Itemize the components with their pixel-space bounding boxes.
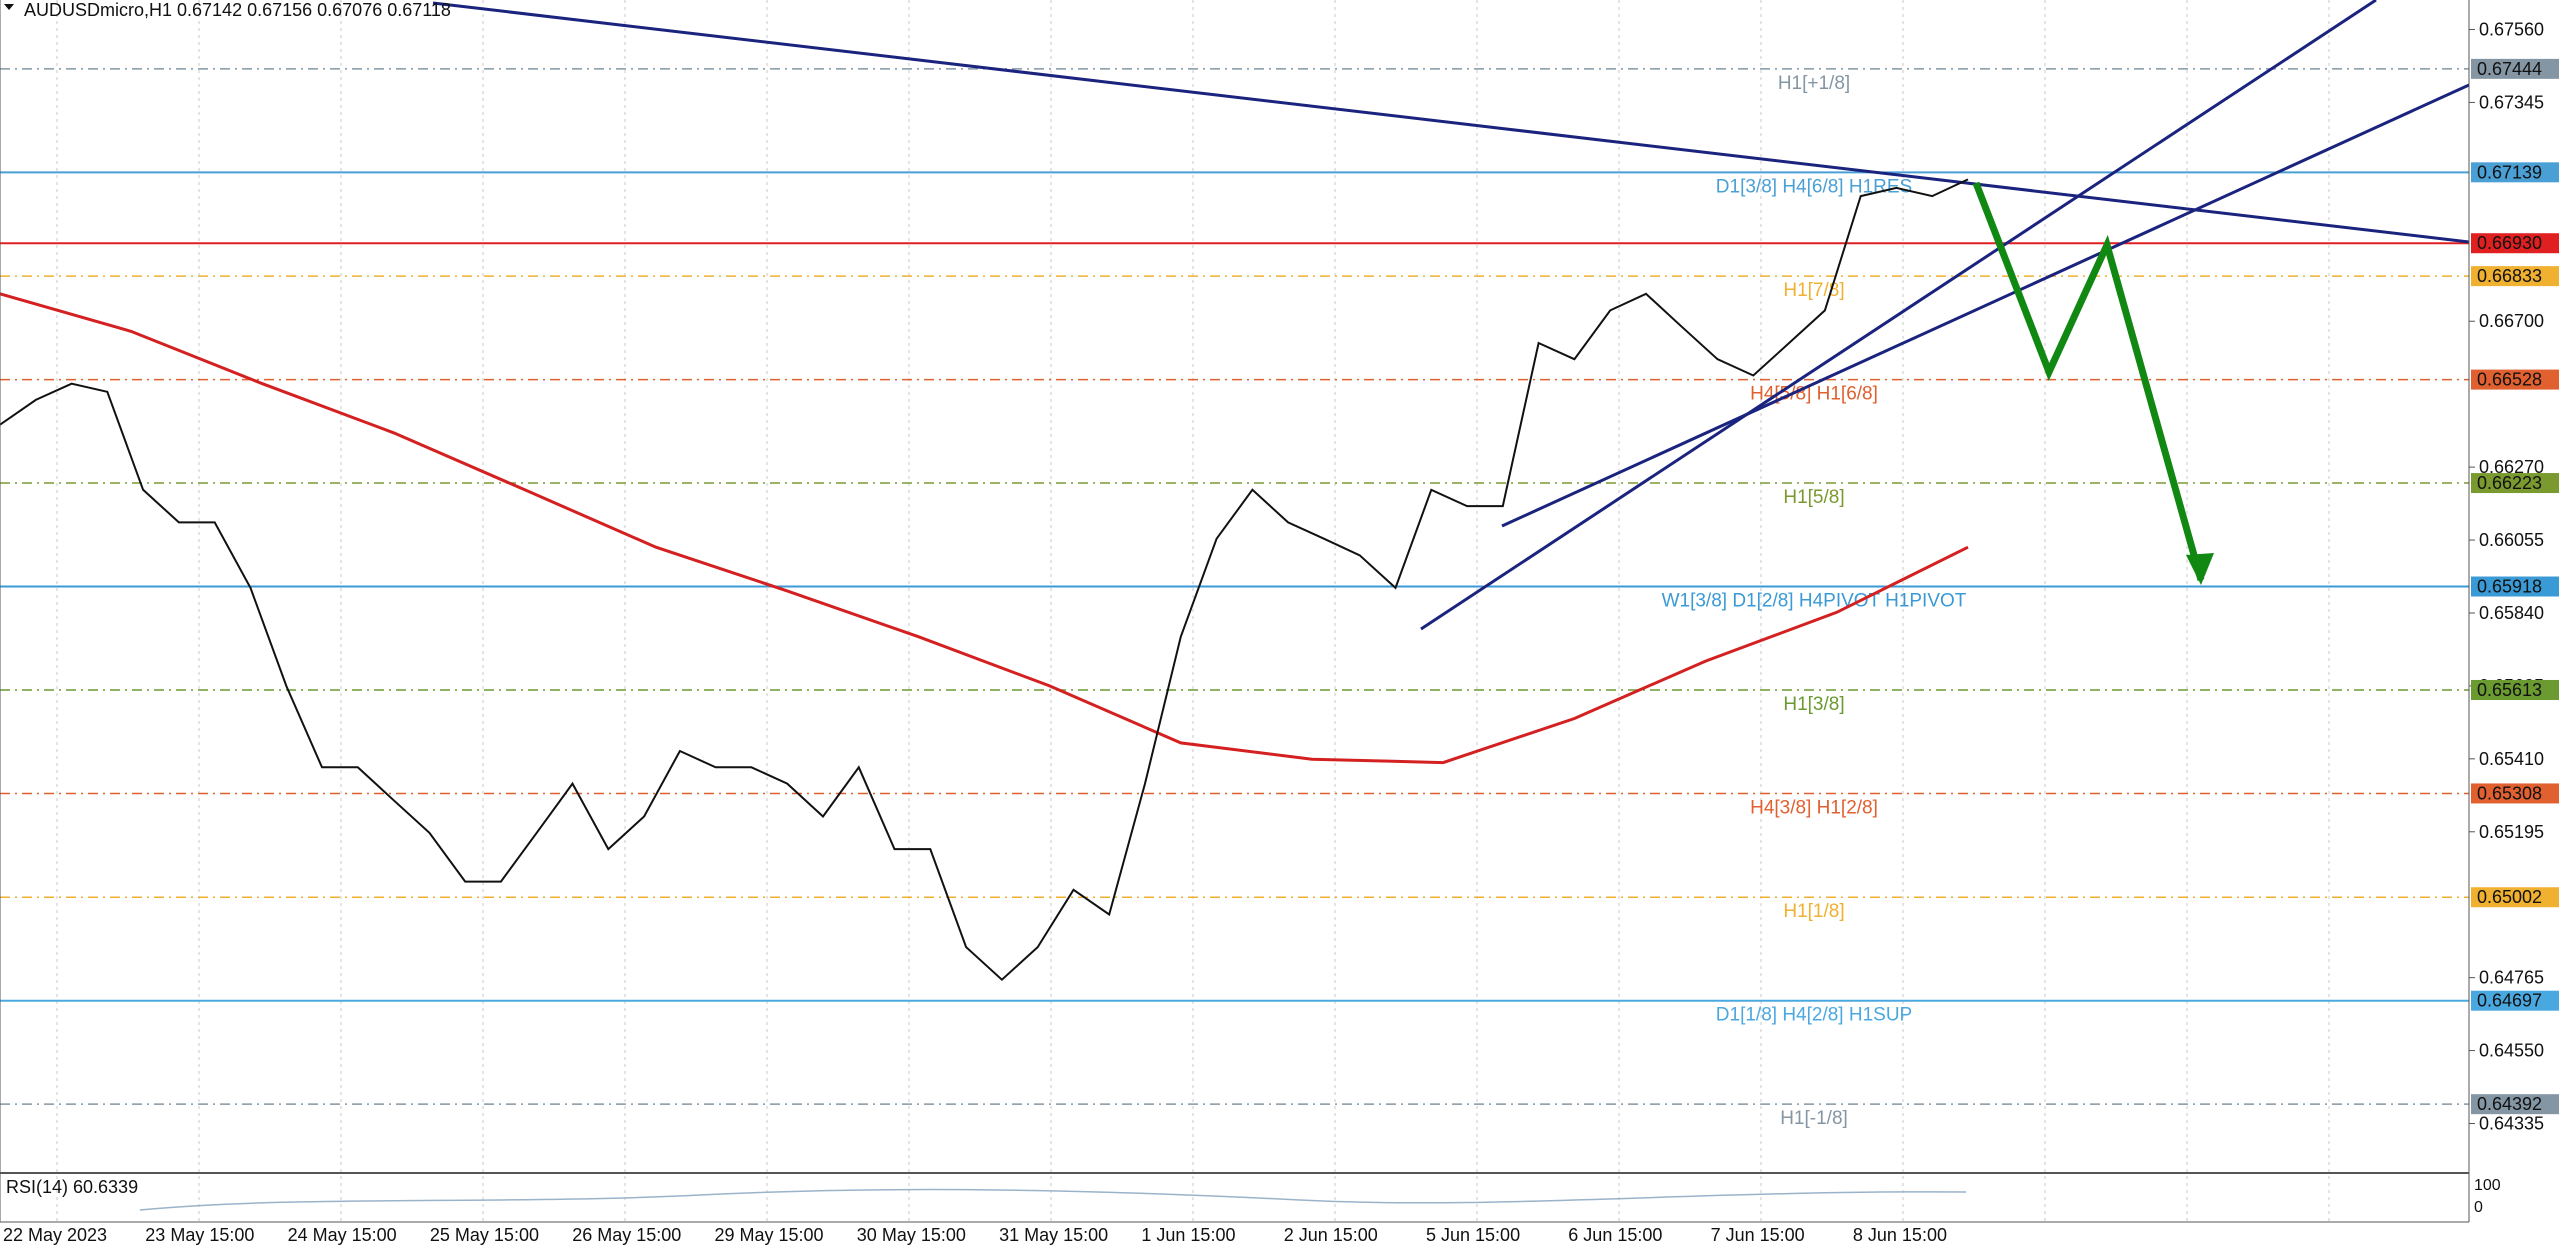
date-label: 30 May 15:00: [857, 1225, 966, 1245]
price-tag: [2471, 1094, 2559, 1115]
date-label: 29 May 15:00: [715, 1225, 824, 1245]
price-tag-label: 0.67444: [2477, 59, 2542, 79]
date-label: 25 May 15:00: [430, 1225, 539, 1245]
level-label: H1[5/8]: [1783, 487, 1844, 508]
price-tick-label: 0.64765: [2479, 968, 2544, 988]
date-label: 6 Jun 15:00: [1568, 1225, 1662, 1245]
plot: [0, 178, 1969, 982]
rsi-line: [139, 1188, 1967, 1211]
level-label: D1[1/8] H4[2/8] H1SUP: [1716, 1005, 1912, 1026]
trendline: [1501, 83, 2470, 528]
level-label: H1[3/8]: [1783, 694, 1844, 715]
time-axis: 22 May 2023 23 May 15:00 24 May 15:00 25 Ma…: [3, 1225, 1947, 1245]
date-label: 5 Jun 15:00: [1426, 1225, 1520, 1245]
levels: H1[+1/8] D1[3/8] H4[6/8] H1RES H1[7/8] H4[5…: [0, 68, 2469, 1129]
date-label: 2 Jun 15:00: [1284, 1225, 1378, 1245]
price-tag-label: 0.64697: [2477, 991, 2542, 1011]
trendline: [1420, 0, 2377, 631]
level-label: H4[5/8] H1[6/8]: [1750, 384, 1878, 405]
date-label: 23 May 15:00: [145, 1225, 254, 1245]
menu-icon[interactable]: [4, 4, 14, 10]
arrow-head: [2186, 553, 2214, 585]
price-tag-label: 0.67139: [2477, 162, 2542, 182]
price-tag: [2471, 162, 2559, 183]
price-tick-label: 0.65840: [2479, 603, 2544, 623]
price-tag-label: 0.65918: [2477, 577, 2542, 597]
level-label: H1[7/8]: [1783, 280, 1844, 301]
rsi-scale-label: 0: [2474, 1199, 2483, 1216]
price-tag: [2471, 369, 2559, 390]
date-label: 7 Jun 15:00: [1711, 1225, 1805, 1245]
chart-header: AUDUSDmicro,H1 0.67142 0.67156 0.67076 0…: [24, 0, 451, 20]
price-tag: [2471, 887, 2559, 908]
price-line: [0, 178, 1969, 982]
date-label: 26 May 15:00: [572, 1225, 681, 1245]
level-label: H1[-1/8]: [1780, 1108, 1848, 1129]
price-tag-label: 0.66528: [2477, 370, 2542, 390]
date-label: 1 Jun 15:00: [1141, 1225, 1235, 1245]
price-tag: [2471, 473, 2559, 494]
price-axis: 0.67560 0.67345 0.66700 0.66270 0.66055 0.658…: [2469, 20, 2559, 1134]
price-tick-label: 0.64335: [2479, 1114, 2544, 1134]
level-label: H4[3/8] H1[2/8]: [1750, 797, 1878, 818]
price-tick-label: 0.65410: [2479, 749, 2544, 769]
price-tick-label: 0.67560: [2479, 20, 2544, 40]
time-grid: [56, 0, 2330, 1222]
price-tag: [2471, 783, 2559, 804]
level-label: W1[3/8] D1[2/8] H4PIVOT H1PIVOT: [1662, 591, 1967, 612]
price-tag-label: 0.65002: [2477, 887, 2542, 907]
price-tick-label: 0.66270: [2479, 457, 2544, 477]
price-tag: [2471, 233, 2559, 254]
rsi-label: RSI(14) 60.6339: [6, 1177, 138, 1197]
trendline: [432, 1, 2470, 244]
price-tag-label: 0.64392: [2477, 1094, 2542, 1114]
date-label: 22 May 2023: [3, 1225, 107, 1245]
moving-average: [0, 292, 1969, 765]
price-tag-label: 0.65308: [2477, 783, 2542, 803]
date-label: 31 May 15:00: [999, 1225, 1108, 1245]
price-tag: [2471, 576, 2559, 597]
price-tag: [2471, 58, 2559, 79]
price-tag: [2471, 266, 2559, 287]
date-label: 8 Jun 15:00: [1853, 1225, 1947, 1245]
price-tag-label: 0.66930: [2477, 233, 2542, 253]
price-tick-label: 0.64550: [2479, 1041, 2544, 1061]
price-tag-label: 0.65613: [2477, 680, 2542, 700]
price-tick-label: 0.67345: [2479, 92, 2544, 112]
price-tick-label: 0.65195: [2479, 822, 2544, 842]
level-label: H1[1/8]: [1783, 901, 1844, 922]
date-label: 24 May 15:00: [288, 1225, 397, 1245]
price-tag-label: 0.66223: [2477, 473, 2542, 493]
projection-arrow: [1972, 181, 2205, 581]
level-label: D1[3/8] H4[6/8] H1RES: [1716, 176, 1912, 197]
price-tag-label: 0.66833: [2477, 266, 2542, 286]
price-tag: [2471, 990, 2559, 1011]
price-tick-label: 0.66055: [2479, 530, 2544, 550]
price-tick-label: 0.66700: [2479, 311, 2544, 331]
level-label: H1[+1/8]: [1778, 73, 1850, 94]
price-tag: [2471, 679, 2559, 700]
rsi-scale-label: 100: [2474, 1177, 2501, 1194]
